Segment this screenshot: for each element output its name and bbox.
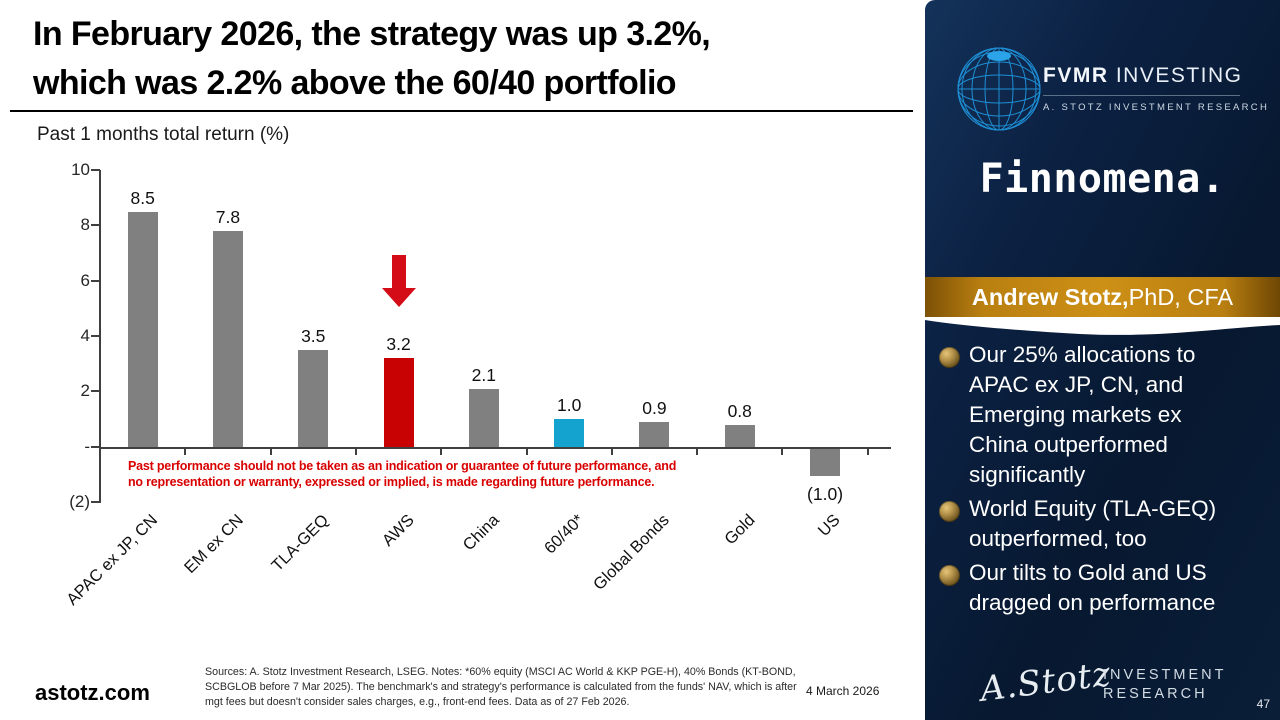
bar-value-label: 0.8 xyxy=(727,400,752,421)
slide-date: 4 March 2026 xyxy=(806,684,880,698)
y-axis-tick-label: 8 xyxy=(80,215,90,235)
y-axis-tick xyxy=(91,224,100,227)
category-label-60/40*: 60/40* xyxy=(541,511,588,558)
slide-title: In February 2026, the strategy was up 3.… xyxy=(33,10,913,108)
page-number: 47 xyxy=(1256,697,1270,711)
y-axis-tick-label: 2 xyxy=(80,381,90,401)
bar-value-label: 1.0 xyxy=(556,395,582,415)
disclaimer-line1: Past performance should not be taken as … xyxy=(128,459,677,473)
y-axis-tick-label: (2) xyxy=(69,492,90,511)
x-axis-tick xyxy=(269,448,272,455)
x-axis-line xyxy=(100,447,891,449)
arrow-head xyxy=(381,288,416,307)
bar-60/40* xyxy=(554,419,585,447)
bar-value-label: (1.0) xyxy=(807,484,844,505)
key-points-list: Our 25% allocations to APAC ex JP, CN, a… xyxy=(939,340,1259,622)
category-label-Gold: Gold xyxy=(721,511,759,549)
y-axis-tick xyxy=(91,445,100,448)
category-label-Global Bonds: Global Bonds xyxy=(590,511,674,594)
signature-org-line2: RESEARCH xyxy=(1103,686,1208,702)
x-axis-tick xyxy=(354,448,357,455)
author-banner: Andrew Stotz, PhD, CFA xyxy=(925,277,1280,317)
bar-US xyxy=(810,448,841,477)
disclaimer-line2: no representation or warranty, expressed… xyxy=(128,475,655,489)
slide-title-line1: In February 2026, the strategy was up 3.… xyxy=(33,15,711,53)
y-axis-tick-label: 4 xyxy=(80,326,90,345)
brand-divider xyxy=(1043,95,1240,96)
category-label-China: China xyxy=(459,511,503,555)
x-axis-tick xyxy=(866,448,869,455)
bar-AWS xyxy=(383,358,414,447)
signature-org: INVESTMENT RESEARCH xyxy=(1103,666,1226,704)
category-label-TLA-GEQ: TLA-GEQ xyxy=(268,511,332,575)
title-divider xyxy=(10,110,913,112)
brand-name-bold: FVMR xyxy=(1043,64,1109,87)
bar-Gold xyxy=(724,424,755,447)
key-point-item: Our 25% allocations to APAC ex JP, CN, a… xyxy=(939,340,1259,490)
category-label-AWS: AWS xyxy=(378,511,418,550)
finnomena-logo: Finnomena. xyxy=(979,156,1226,202)
gold-globe-bullet-icon xyxy=(939,501,960,522)
website-link[interactable]: astotz.com xyxy=(35,680,150,705)
bar-EM ex CN xyxy=(212,230,243,447)
bar-value-label: 7.8 xyxy=(215,206,241,227)
y-axis-tick xyxy=(91,169,100,171)
signature-org-line1: INVESTMENT xyxy=(1103,667,1227,683)
brand-subtitle: A. STOTZ INVESTMENT RESEARCH xyxy=(1043,102,1270,113)
highlight-arrow-icon xyxy=(381,255,416,307)
bar-value-label: 2.1 xyxy=(471,364,496,385)
y-axis-tick xyxy=(91,501,100,503)
bar-China xyxy=(468,388,499,447)
key-point-text: Our tilts to Gold and US dragged on perf… xyxy=(969,560,1216,615)
bar-value-label: 0.9 xyxy=(642,397,667,418)
x-axis-tick xyxy=(184,448,187,455)
sidebar: FVMR INVESTING A. STOTZ INVESTMENT RESEA… xyxy=(925,0,1280,720)
globe-icon xyxy=(957,47,1041,131)
y-axis-tick xyxy=(91,279,100,282)
x-axis-tick xyxy=(781,448,784,455)
x-axis-tick xyxy=(610,448,613,455)
y-axis-tick-label: - xyxy=(84,436,90,456)
x-axis-tick xyxy=(696,448,699,455)
brand-block: FVMR INVESTING A. STOTZ INVESTMENT RESEA… xyxy=(1043,64,1269,113)
sources-note: Sources: A. Stotz Investment Research, L… xyxy=(205,666,797,708)
chart-plot: Past performance should not be taken as … xyxy=(63,160,891,609)
bar-Global Bonds xyxy=(639,421,670,447)
y-axis-tick xyxy=(91,335,100,337)
bar-TLA-GEQ xyxy=(298,349,329,447)
author-name: Andrew Stotz, xyxy=(971,283,1129,310)
bar-value-label: 8.5 xyxy=(130,187,155,208)
y-axis-tick-label: 6 xyxy=(80,270,90,290)
key-point-text: Our 25% allocations to APAC ex JP, CN, a… xyxy=(969,342,1196,487)
banner-swoosh xyxy=(925,317,1280,335)
x-axis-tick xyxy=(525,448,528,455)
y-axis-tick xyxy=(91,390,100,393)
slide-title-line2: which was 2.2% above the 60/40 portfolio xyxy=(33,64,677,102)
key-point-item: World Equity (TLA-GEQ) outperformed, too xyxy=(939,494,1259,554)
x-axis-tick xyxy=(440,448,443,455)
gold-globe-bullet-icon xyxy=(939,565,960,586)
category-label-US: US xyxy=(814,511,844,540)
y-axis-line xyxy=(99,170,101,503)
bar-value-label: 3.2 xyxy=(386,334,411,355)
performance-disclaimer: Past performance should not be taken as … xyxy=(128,458,748,490)
key-point-text: World Equity (TLA-GEQ) outperformed, too xyxy=(969,496,1217,551)
y-axis-tick-label: 10 xyxy=(71,160,90,179)
author-credentials: PhD, CFA xyxy=(1128,283,1234,310)
bar-APAC ex JP, CN xyxy=(127,211,158,447)
brand-name: FVMR INVESTING xyxy=(1043,64,1269,88)
brand-name-light: INVESTING xyxy=(1108,64,1243,87)
category-label-APAC ex JP, CN: APAC ex JP, CN xyxy=(63,511,162,609)
arrow-stem xyxy=(391,255,406,288)
key-point-item: Our tilts to Gold and US dragged on perf… xyxy=(939,558,1259,618)
signature-logo: A.Stotz xyxy=(978,654,1114,710)
chart-title: Past 1 months total return (%) xyxy=(37,124,290,145)
gold-globe-bullet-icon xyxy=(939,347,960,368)
bar-value-label: 3.5 xyxy=(301,325,326,346)
category-label-EM ex CN: EM ex CN xyxy=(180,511,247,577)
